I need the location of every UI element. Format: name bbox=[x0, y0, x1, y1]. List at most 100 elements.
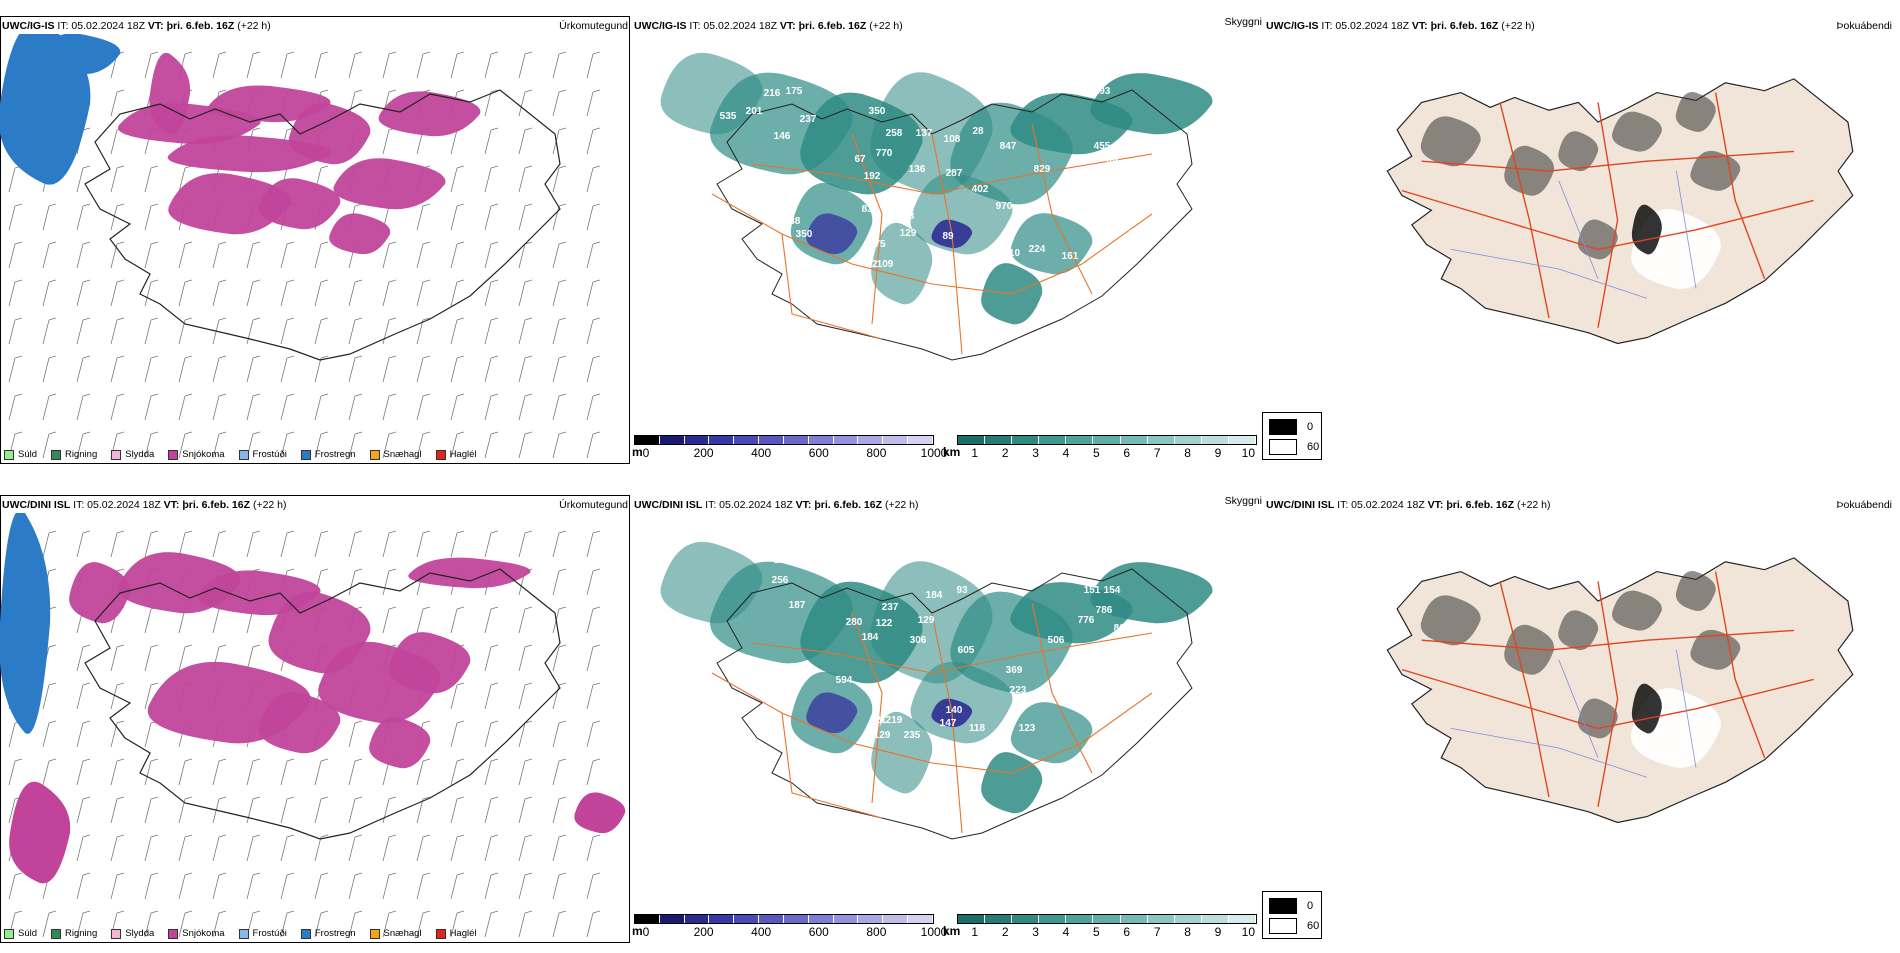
cloud-base-label: 258 bbox=[886, 128, 903, 139]
model-name: UWC/IG-IS bbox=[634, 20, 687, 32]
visibility-tick: 7 bbox=[1153, 446, 1161, 460]
visibility-tick: 7 bbox=[1153, 925, 1161, 939]
cloud-base-label: 129 bbox=[874, 730, 891, 741]
valid-time: þri. 6.feb. 16Z bbox=[1446, 499, 1515, 511]
legend-swatch bbox=[4, 928, 14, 939]
cloud-base-label: 93 bbox=[956, 585, 968, 596]
legend-item: Snæhagl bbox=[369, 928, 422, 939]
ceiling-tick: 200 bbox=[693, 446, 714, 460]
legend-swatch bbox=[435, 928, 446, 939]
cloud-base-label: 158 bbox=[774, 555, 791, 566]
legend-item: Rigning bbox=[51, 449, 97, 460]
cloud-base-label: 992 bbox=[1194, 550, 1211, 561]
cloud-base-label: 962 bbox=[1131, 527, 1148, 538]
cloud-base-label: 109 bbox=[877, 259, 894, 270]
visibility-colorbar: km 1 2 3 4 5 6 7 8 9 10 bbox=[943, 914, 1257, 940]
precip-panel: UWC/DINI ISL IT: 05.02.2024 18Z VT: þri.… bbox=[0, 493, 632, 953]
fog-swatch-white bbox=[1269, 439, 1297, 455]
cloud-base-label: 118 bbox=[969, 723, 986, 734]
visibility-unit: km bbox=[943, 445, 961, 459]
visibility-tick: 2 bbox=[1001, 446, 1009, 460]
cloud-base-label: 455 bbox=[1094, 141, 1111, 152]
cloud-base-label: 990 bbox=[1006, 525, 1023, 536]
cloud-base-label: 256 bbox=[772, 575, 789, 586]
visibility-tick: 4 bbox=[1062, 925, 1070, 939]
legend-swatch bbox=[300, 928, 311, 939]
legend-swatch bbox=[168, 928, 179, 939]
legend-item: Haglél bbox=[435, 928, 477, 939]
fog-swatch-black bbox=[1269, 419, 1297, 435]
precip-type-map bbox=[0, 34, 601, 459]
lead-time: (+22 h) bbox=[237, 20, 271, 32]
cloud-base-label: 280 bbox=[846, 617, 863, 628]
legend-item: Frostregn bbox=[300, 449, 356, 460]
panel-header: UWC/IG-IS IT: 05.02.2024 18Z VT: þri. 6.… bbox=[634, 20, 903, 32]
fog-low-label: 60 bbox=[1307, 441, 1320, 453]
cloud-base-label: 594 bbox=[836, 675, 853, 686]
legend-label: Frostregn bbox=[314, 928, 356, 939]
precip-panel: UWC/IG-IS IT: 05.02.2024 18Z VT: þri. 6.… bbox=[0, 14, 632, 474]
init-time: IT: 05.02.2024 18Z bbox=[1337, 499, 1425, 511]
visibility-tick: 8 bbox=[1184, 925, 1191, 939]
visibility-tick: 6 bbox=[1123, 925, 1131, 939]
cloud-base-label: 22 bbox=[866, 259, 878, 270]
cloud-base-label: 970 bbox=[996, 201, 1013, 212]
panel-title: Þokuábendi bbox=[1836, 499, 1892, 511]
legend-label: Snjókoma bbox=[182, 449, 225, 460]
visibility-tick: 3 bbox=[1032, 925, 1039, 939]
legend-item: Snjókoma bbox=[168, 928, 225, 939]
visibility-map: 964 851 734 293 216 175 535 201 237 146 350 455 482 8… bbox=[660, 52, 1213, 361]
cloud-base-label: 237 bbox=[800, 114, 817, 125]
cloud-base-label: 184 bbox=[926, 590, 943, 601]
cloud-base-label: 223 bbox=[1010, 685, 1027, 696]
panel-title-wrap: Úrkomutegund bbox=[559, 499, 628, 511]
cloud-base-label: 75 bbox=[874, 239, 886, 250]
ceiling-ticks: 0 200 400 600 800 1000 bbox=[642, 924, 948, 939]
cloud-base-label: 829 bbox=[1034, 164, 1051, 175]
panel-title: Þokuábendi bbox=[1836, 20, 1892, 32]
cloud-base-label: 369 bbox=[1006, 665, 1023, 676]
cloud-base-label: 108 bbox=[944, 134, 961, 145]
precip-legend: Súld Rigning Slydda Snjókoma Frostúði Frostre… bbox=[4, 449, 477, 460]
legend-label: Snjókoma bbox=[182, 928, 225, 939]
fog-legend-low: 60 bbox=[1269, 439, 1319, 455]
lead-time: (+22 h) bbox=[1516, 499, 1551, 511]
ceiling-tick: 0 bbox=[642, 925, 650, 939]
ceiling-tick: 600 bbox=[808, 446, 829, 460]
cloud-base-label: 58 bbox=[846, 296, 858, 307]
legend-item: Súld bbox=[4, 928, 37, 939]
cloud-base-label: 200 bbox=[802, 551, 819, 562]
ceiling-unit: m bbox=[632, 445, 643, 459]
cloud-base-label: 287 bbox=[946, 168, 963, 179]
visibility-unit: km bbox=[943, 924, 961, 938]
legend-label: Frostregn bbox=[314, 449, 356, 460]
valid-time: þri. 6.feb. 16Z bbox=[166, 20, 235, 32]
visibility-tick: 4 bbox=[1062, 446, 1070, 460]
ceiling-tick: 400 bbox=[751, 446, 772, 460]
cloud-base-label: 175 bbox=[786, 86, 803, 97]
map-frame bbox=[0, 495, 630, 943]
fog-panel: UWC/IG-IS IT: 05.02.2024 18Z VT: þri. 6.… bbox=[1264, 14, 1896, 474]
cloud-base-label: 305 bbox=[802, 537, 819, 548]
legend-swatch bbox=[111, 449, 122, 460]
cloud-base-label: 964 bbox=[884, 66, 901, 77]
cloud-base-label: 137 bbox=[916, 128, 933, 139]
legend-item: Snæhagl bbox=[369, 449, 422, 460]
panel-header: UWC/DINI ISL IT: 05.02.2024 18Z VT: þri.… bbox=[2, 499, 287, 511]
cloud-base-label: 506 bbox=[1048, 635, 1065, 646]
cloud-base-label: 350 bbox=[796, 229, 813, 240]
legend-label: Rigning bbox=[65, 449, 98, 460]
fog-low-label: 60 bbox=[1307, 920, 1320, 932]
model-name: UWC/IG-IS bbox=[1266, 20, 1319, 32]
legend-label: Súld bbox=[18, 449, 38, 460]
init-time: IT: 05.02.2024 18Z bbox=[705, 499, 793, 511]
cloud-base-label: 110 bbox=[1004, 248, 1021, 259]
ceiling-tick: 200 bbox=[693, 925, 714, 939]
visibility-map: 990 962 964 963 992 305 158 200 162 256 941 187 184 9… bbox=[660, 525, 1213, 840]
legend-label: Frostúði bbox=[252, 928, 287, 939]
cloud-base-label: 306 bbox=[910, 635, 927, 646]
cloud-base-label: 838 bbox=[862, 204, 879, 215]
cloud-base-label: 162 bbox=[824, 551, 841, 562]
ceiling-tick: 1000 bbox=[920, 925, 948, 939]
cloud-base-label: 235 bbox=[904, 730, 921, 741]
